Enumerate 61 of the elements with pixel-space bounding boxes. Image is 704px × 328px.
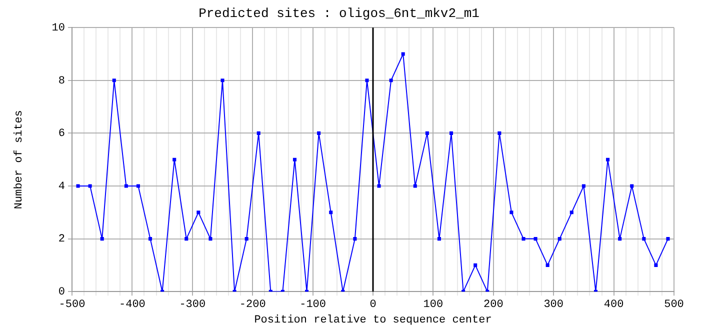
- point: [666, 237, 670, 241]
- y-tick-label: 6: [58, 128, 65, 140]
- point: [582, 184, 586, 188]
- point: [425, 131, 429, 135]
- y-tick-label: 8: [58, 75, 65, 88]
- point: [76, 184, 80, 188]
- point: [184, 237, 188, 241]
- point: [546, 263, 550, 267]
- point: [244, 237, 248, 241]
- x-tick-label: 0: [370, 299, 376, 312]
- point: [606, 158, 610, 162]
- point: [570, 210, 574, 214]
- point: [256, 131, 260, 135]
- point: [148, 237, 152, 241]
- point: [522, 237, 526, 241]
- point: [88, 184, 92, 188]
- point: [317, 131, 321, 135]
- point: [124, 184, 128, 188]
- point: [329, 210, 333, 214]
- point: [377, 184, 381, 188]
- point: [100, 237, 104, 241]
- point: [558, 237, 562, 241]
- y-tick-label: 4: [58, 180, 66, 193]
- x-tick-label: 500: [664, 299, 684, 312]
- point: [292, 158, 297, 162]
- point: [437, 237, 441, 241]
- x-tick-label: -100: [300, 299, 326, 312]
- y-axis-title: Number of sites: [14, 110, 26, 210]
- chart-title: Predicted sites : oligos_6nt_mkv2_m1: [198, 6, 480, 22]
- y-tick-label: 0: [58, 286, 65, 299]
- point: [172, 158, 176, 162]
- point: [136, 184, 140, 188]
- point: [498, 131, 502, 135]
- point: [353, 237, 357, 241]
- x-tick-label: -400: [118, 299, 146, 312]
- point: [196, 210, 200, 214]
- point: [220, 78, 224, 82]
- x-tick-label: -500: [58, 299, 86, 312]
- point: [630, 184, 634, 188]
- point: [413, 184, 417, 188]
- x-axis-title: Position relative to sequence center: [254, 314, 492, 326]
- x-tick-label: -300: [179, 299, 206, 312]
- point: [449, 131, 454, 135]
- point: [642, 237, 646, 241]
- x-tick-label: 400: [604, 299, 624, 312]
- point: [534, 237, 538, 241]
- x-tick-label: 300: [544, 299, 564, 312]
- y-tick-label: 2: [58, 234, 65, 246]
- point: [510, 210, 514, 214]
- point: [618, 237, 622, 241]
- y-tick-label: 10: [52, 22, 65, 35]
- point: [654, 263, 658, 267]
- point: [208, 237, 212, 241]
- point: [365, 78, 369, 82]
- point: [389, 78, 393, 82]
- x-tick-label: -200: [239, 299, 266, 312]
- point: [112, 78, 116, 82]
- point: [474, 263, 478, 267]
- x-tick-label: 200: [483, 299, 504, 312]
- point: [401, 52, 405, 56]
- x-tick-label: 100: [423, 299, 444, 312]
